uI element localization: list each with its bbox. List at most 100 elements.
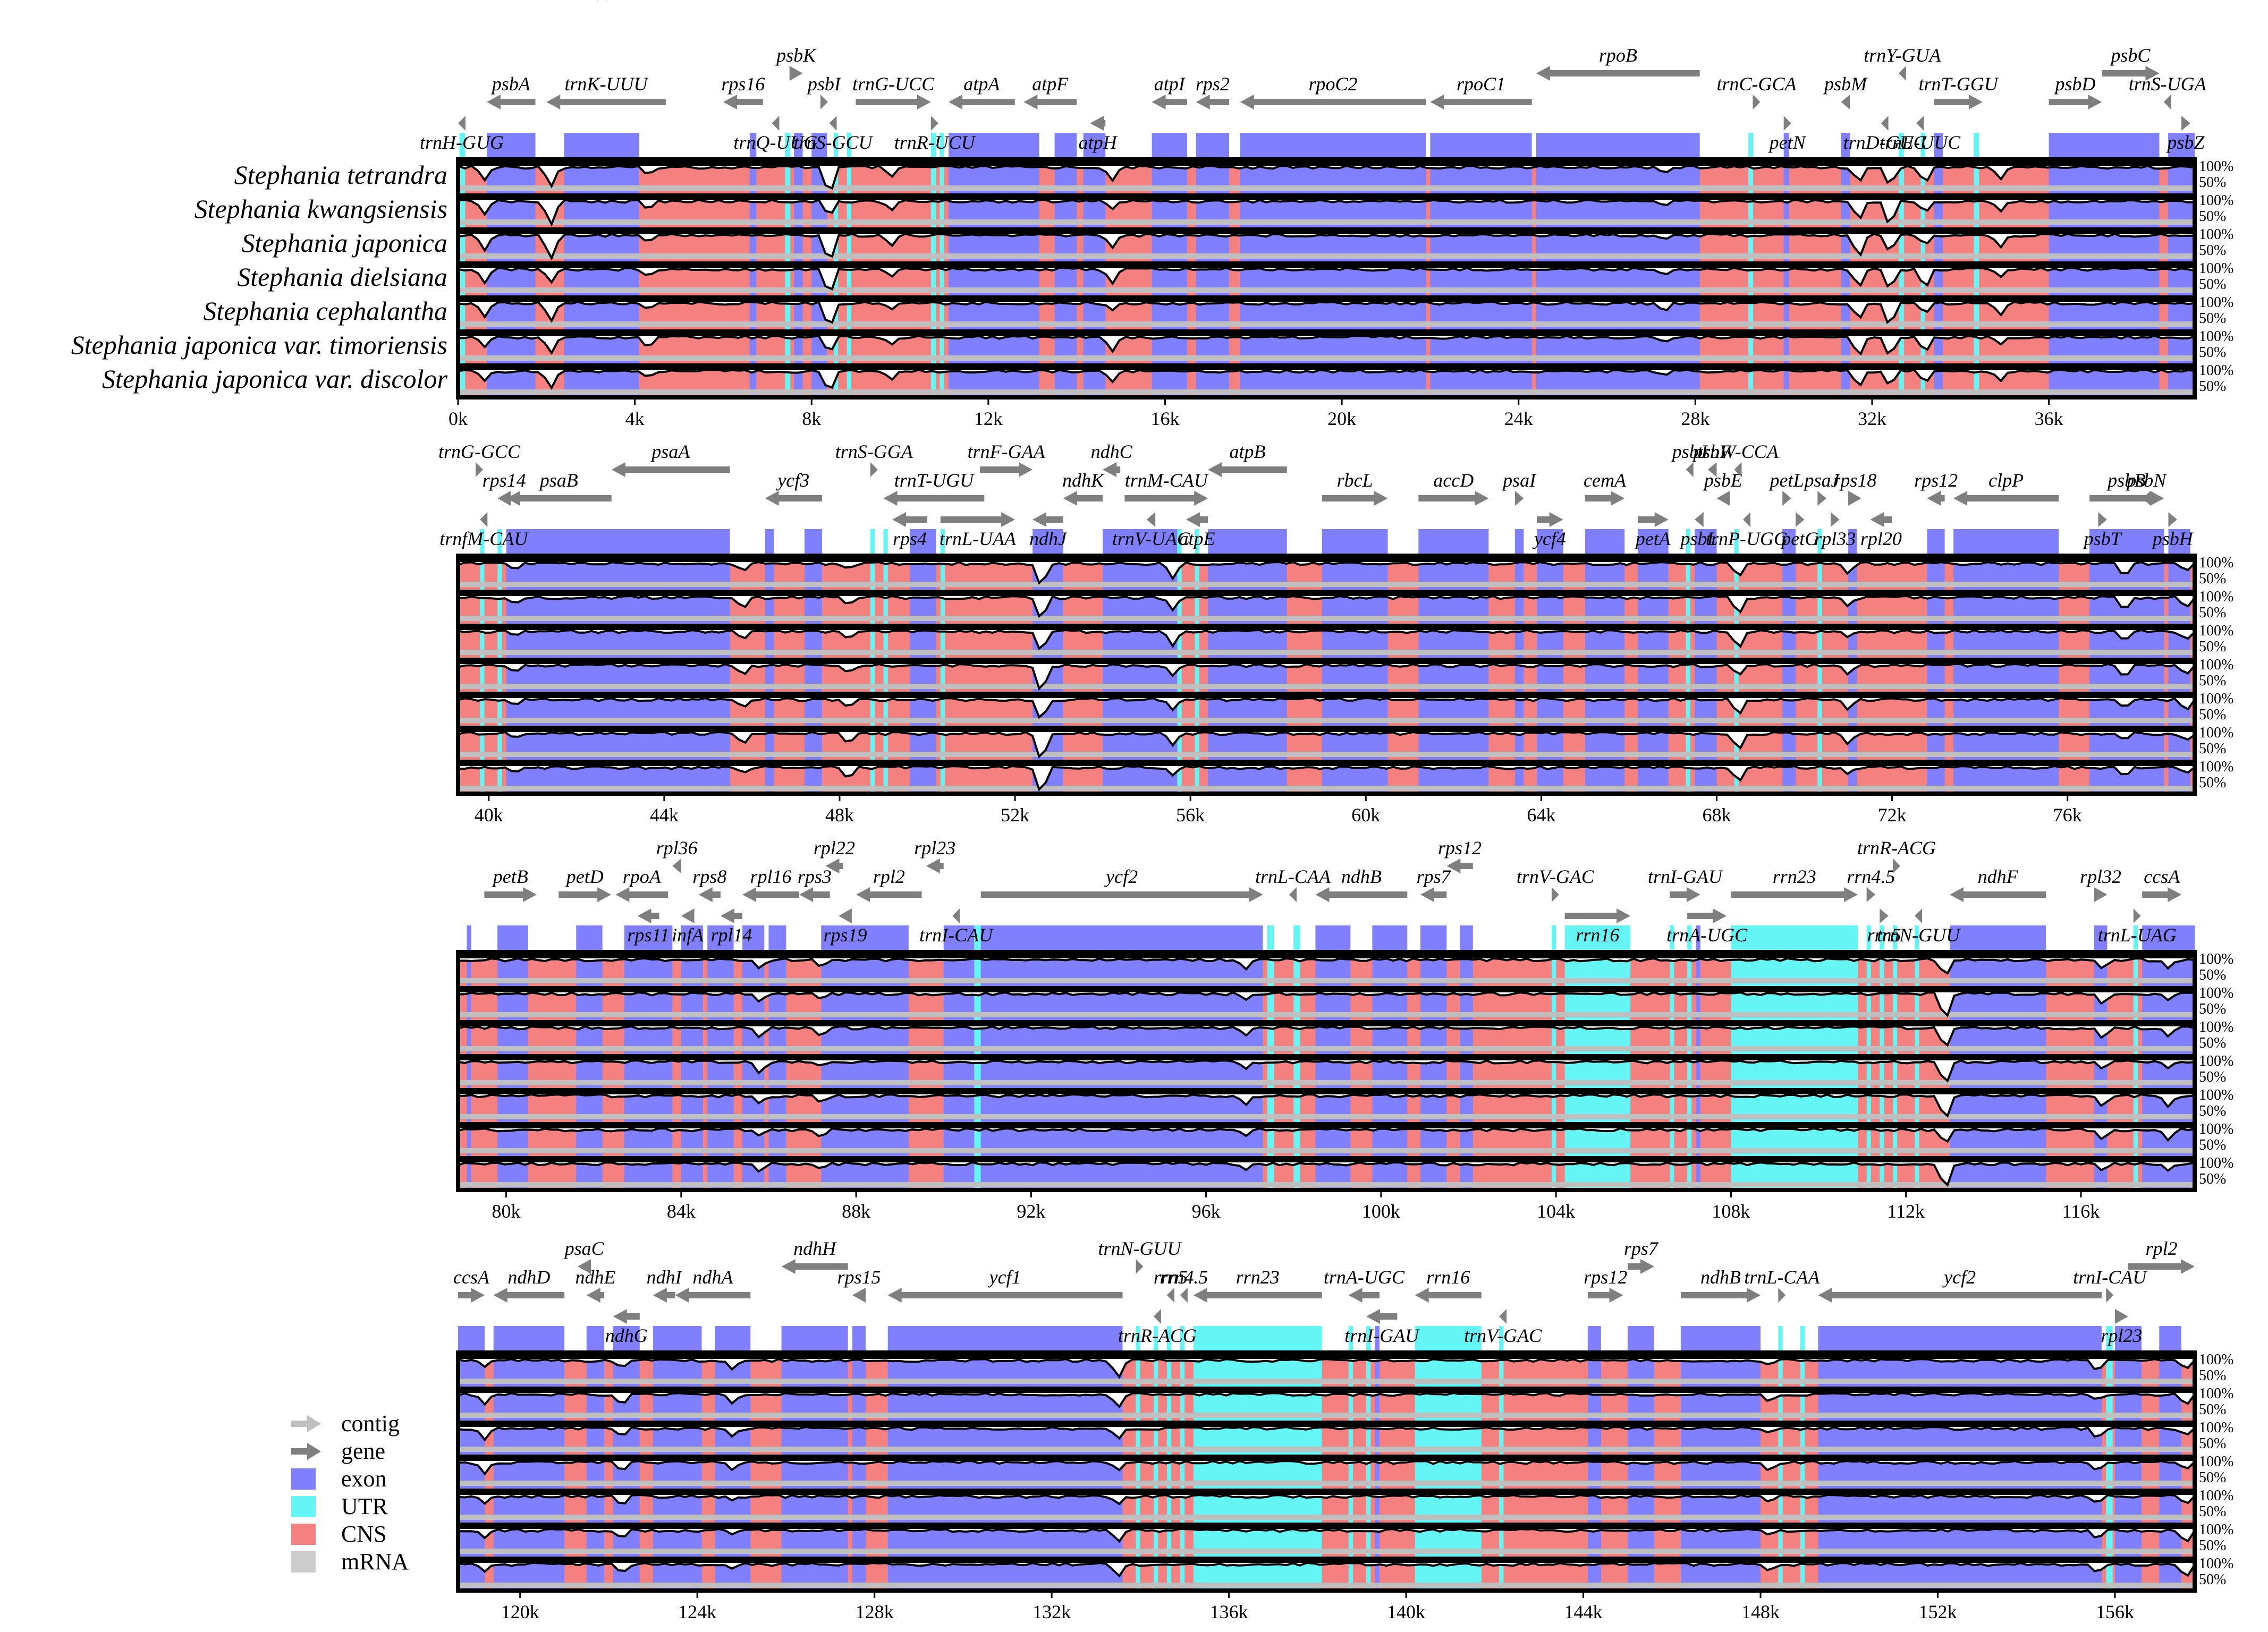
gene-label: psbD	[2053, 73, 2095, 95]
utr-band	[1687, 952, 1692, 1190]
axis-tick-label: 24k	[1504, 408, 1533, 429]
gene-label: ccsA	[2144, 866, 2180, 887]
utr-box	[1687, 925, 1692, 950]
exon-box	[1103, 529, 1178, 554]
utr-band	[1817, 556, 1822, 794]
gene-label: psbA	[490, 73, 531, 95]
track-separator	[458, 1421, 2195, 1427]
utr-box	[1180, 1326, 1185, 1350]
axis-tick-label: 108k	[1712, 1201, 1750, 1222]
exon-box	[1848, 529, 1857, 554]
panel-border	[456, 554, 2197, 796]
gene-arrow	[1537, 512, 1563, 527]
gene-label: rpl2	[2145, 1238, 2177, 1259]
identity-curve	[458, 300, 2195, 324]
utr-box	[847, 133, 852, 157]
utr-band	[1180, 1353, 1185, 1591]
utr-box	[1136, 1326, 1140, 1350]
gene-label: rrn16	[1426, 1266, 1470, 1288]
gene-label: psbL	[1679, 528, 1717, 549]
exon-box	[1372, 925, 1408, 950]
gene-label: trnK-UUU	[565, 73, 649, 95]
gene-label: trnE-UUC	[1880, 132, 1961, 153]
species-label: Stephania japonica var. discolor	[102, 364, 447, 394]
gene-label: rps4	[893, 528, 927, 549]
gene-label: atpH	[1079, 132, 1118, 153]
gene-arrow	[1514, 491, 1524, 506]
axis-tick-label: 44k	[650, 804, 679, 826]
track-separator	[458, 227, 2195, 234]
pct-100-label: 100%	[2199, 1121, 2233, 1137]
exon-box	[1514, 529, 1524, 554]
identity-curve	[458, 266, 2195, 291]
axis-tick-label: 84k	[667, 1201, 696, 1222]
exon-box	[1950, 925, 2046, 950]
exon-box	[497, 925, 528, 950]
gene-arrow	[1152, 95, 1188, 109]
gene-label: rrn4.5	[1160, 1266, 1208, 1288]
gene-arrow	[613, 1309, 640, 1324]
identity-curve	[458, 957, 2195, 975]
pct-50-label: 50%	[2199, 1503, 2226, 1520]
gene-arrow	[1866, 887, 1876, 902]
gene-label: trnS-GGA	[835, 441, 913, 462]
legend-contig-label: contig	[341, 1410, 400, 1436]
gene-label: trnY-GUA	[1864, 45, 1941, 66]
axis-tick-label: 136k	[1210, 1601, 1248, 1622]
gene-arrow	[1915, 908, 1923, 923]
gene-arrow	[829, 116, 837, 131]
gene-label: atpE	[1179, 528, 1215, 549]
pct-50-label: 50%	[2199, 1537, 2226, 1554]
gene-arrow	[856, 95, 931, 109]
gene-label: rpl23	[914, 837, 955, 858]
gene-arrow	[1753, 95, 1761, 109]
exon-box	[2168, 133, 2195, 157]
gene-arrow	[2102, 66, 2160, 81]
utr-box	[1915, 925, 1919, 950]
gene-label: trnV-GAC	[1517, 866, 1595, 887]
gene-label: rrn23	[1236, 1266, 1280, 1288]
identity-curve	[458, 1459, 2196, 1476]
axis-tick-label: 48k	[825, 804, 854, 826]
gene-label: rpl36	[656, 837, 698, 858]
species-labels: Stephania tetrandra Stephania kwangsiensi…	[71, 160, 448, 394]
gene-arrow	[1103, 462, 1121, 477]
gene-arrow	[1420, 887, 1447, 902]
gene-arrow	[949, 95, 1015, 109]
exon-box	[1240, 133, 1426, 157]
utr-band	[1915, 952, 1919, 1190]
pct-50-label: 50%	[2199, 1367, 2226, 1384]
gene-label: ndhD	[507, 1266, 550, 1288]
gene-arrow	[681, 908, 695, 923]
exon-box	[1695, 529, 1717, 554]
gene-label: petD	[565, 866, 604, 887]
identity-curve	[458, 1093, 2195, 1118]
identity-fill	[458, 268, 2195, 290]
gene-label: rps12	[1584, 1266, 1627, 1288]
gene-arrow	[1898, 66, 1906, 81]
axis-tick-label: 92k	[1017, 1201, 1045, 1222]
gene-label: rpl33	[1814, 528, 1856, 549]
gene-arrow	[1637, 512, 1669, 527]
pct-50-label: 50%	[2199, 174, 2226, 191]
utr-band	[459, 159, 466, 397]
gene-arrow	[1687, 908, 1727, 923]
exon-box	[1587, 1326, 1601, 1350]
exon-box	[2168, 529, 2190, 554]
gene-label: rpl2	[873, 866, 905, 887]
gene-label: psaC	[563, 1238, 605, 1259]
utr-box	[459, 133, 466, 157]
pct-50-label: 50%	[2199, 1435, 2226, 1452]
pct-100-label: 100%	[2199, 192, 2233, 209]
exon-box	[2142, 925, 2195, 950]
exon-box	[1953, 529, 2059, 554]
pct-100-label: 100%	[2199, 1155, 2233, 1171]
gene-label: trnI-CAU	[2073, 1266, 2147, 1288]
gene-arrow	[1731, 887, 1858, 902]
gene-label: trnQ-UUG	[733, 132, 817, 153]
utr-box	[1195, 529, 1199, 554]
axis-tick-label: 36k	[2035, 408, 2063, 429]
axis-tick-label: 140k	[1387, 1601, 1425, 1622]
track-separator	[458, 760, 2195, 766]
legend-mRNA-swatch	[291, 1551, 316, 1572]
